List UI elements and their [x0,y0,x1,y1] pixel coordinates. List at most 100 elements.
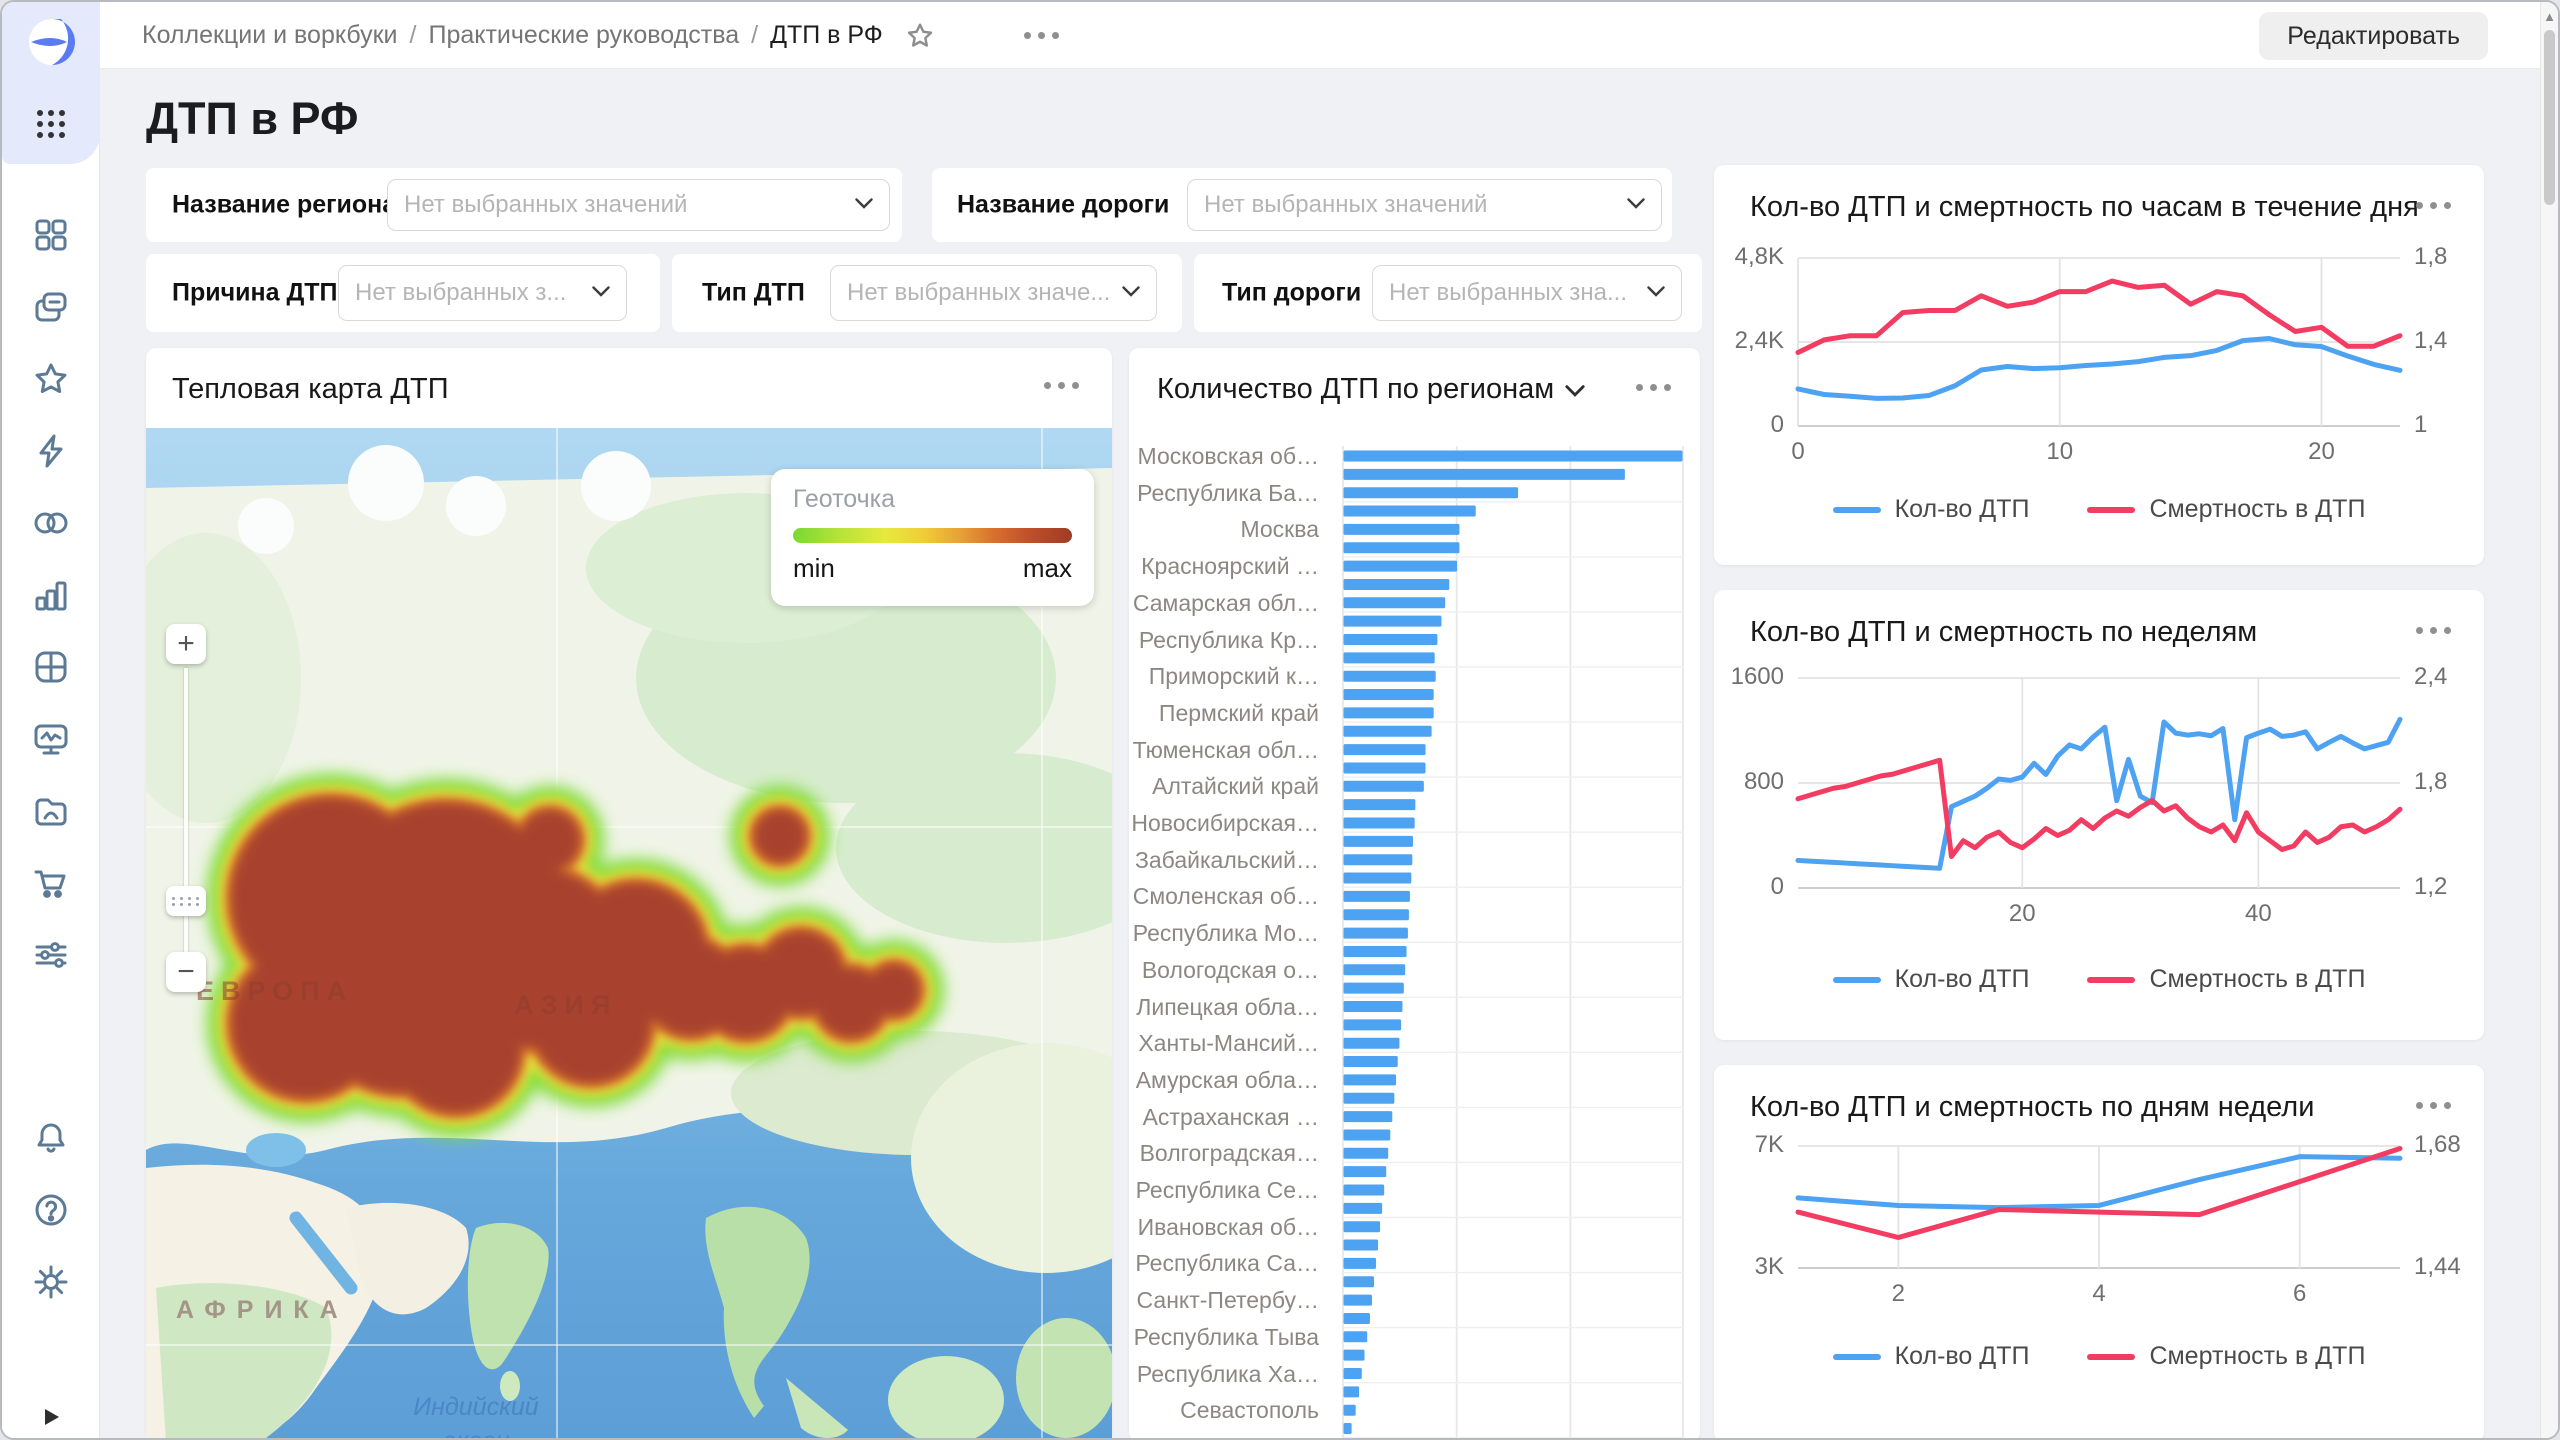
favorite-star-icon[interactable] [905,21,935,51]
bar[interactable] [1343,468,1625,480]
bar[interactable] [1343,1129,1391,1141]
bar[interactable] [1343,817,1415,829]
bar[interactable] [1343,835,1413,847]
map-zoom-slider[interactable] [184,668,188,980]
charts-icon[interactable] [31,575,71,615]
bar[interactable] [1343,487,1519,499]
bar[interactable] [1343,909,1409,921]
bar[interactable] [1343,578,1450,590]
bar[interactable] [1343,1166,1387,1178]
bar[interactable] [1343,1404,1356,1416]
regions-bar-plot[interactable] [1342,446,1684,1438]
bar[interactable] [1343,1202,1383,1214]
bar[interactable] [1343,689,1434,701]
vertical-scrollbar[interactable]: ▲ [2540,2,2558,1438]
table-icon[interactable] [31,647,71,687]
edit-button[interactable]: Редактировать [2259,12,2488,60]
collections-icon[interactable] [31,287,71,327]
filter-road-type-combobox[interactable]: Нет выбранных зна... [1372,265,1682,321]
breadcrumb-collections[interactable]: Коллекции и воркбуки [142,21,398,49]
marketplace-cart-icon[interactable] [31,863,71,903]
bar[interactable] [1343,652,1435,664]
bar[interactable] [1343,707,1434,719]
bell-icon[interactable] [31,1118,71,1158]
bar[interactable] [1343,1349,1365,1361]
bar[interactable] [1343,945,1407,957]
bar[interactable] [1343,1386,1360,1398]
bar[interactable] [1343,615,1442,627]
star-icon[interactable] [31,359,71,399]
map-zoom-in-button[interactable]: + [166,624,206,664]
bar[interactable] [1343,964,1406,976]
bar[interactable] [1343,1239,1379,1251]
hours-chart-plot[interactable]: 4,8K 2,4K 0 1,8 1,4 1 0 10 20 [1735,243,2448,465]
filter-road-combobox[interactable]: Нет выбранных значений [1187,179,1662,231]
apps-grid-icon[interactable] [33,106,69,142]
bar[interactable] [1343,762,1426,774]
bar[interactable] [1343,1092,1395,1104]
bar[interactable] [1343,927,1408,939]
breadcrumb-more-menu-icon[interactable] [1020,32,1062,39]
bar[interactable] [1343,1331,1368,1343]
regions-more-menu-icon[interactable] [1632,384,1674,391]
expand-play-icon[interactable] [44,1408,60,1426]
weekday-chart-plot[interactable]: 7K 3K 1,68 1,44 2 4 6 [1755,1131,2461,1307]
bar[interactable] [1343,1019,1402,1031]
weekday-more-menu-icon[interactable] [2412,1102,2454,1109]
scrollbar-up-arrow[interactable]: ▲ [2543,9,2556,24]
settings-sliders-icon[interactable] [31,935,71,975]
lightning-icon[interactable] [31,431,71,471]
filter-accident-type-combobox[interactable]: Нет выбранных значе... [830,265,1157,321]
bar[interactable] [1343,542,1460,554]
widgets-icon[interactable] [31,215,71,255]
bar[interactable] [1343,597,1446,609]
bar[interactable] [1343,780,1424,792]
bar[interactable] [1343,450,1683,462]
bar[interactable] [1343,872,1412,884]
weeks-more-menu-icon[interactable] [2412,627,2454,634]
bar[interactable] [1343,1111,1393,1123]
bar[interactable] [1343,982,1404,994]
breadcrumb-guides[interactable]: Практические руководства [428,21,740,49]
filter-region-combobox[interactable]: Нет выбранных значений [387,179,890,231]
dashboard-monitor-icon[interactable] [31,719,71,759]
connections-icon[interactable] [31,503,71,543]
map-canvas[interactable]: ЕВРОПА АЗИЯ АФРИКА Индийский океан + − Г… [146,428,1112,1438]
bar[interactable] [1343,1221,1381,1233]
bar[interactable] [1343,1423,1352,1435]
bar[interactable] [1343,890,1410,902]
help-icon[interactable] [31,1190,71,1230]
bar[interactable] [1343,854,1413,866]
bar[interactable] [1343,1368,1362,1379]
bar[interactable] [1343,744,1426,756]
bar[interactable] [1343,1056,1398,1068]
legend-item[interactable]: Смертность в ДТП [2087,1342,2365,1371]
bar[interactable] [1343,725,1432,737]
legend-item[interactable]: Кол-во ДТП [1832,1342,2029,1371]
bar[interactable] [1343,670,1436,682]
map-zoom-handle[interactable] [166,886,206,916]
bar[interactable] [1343,1257,1377,1269]
legend-item[interactable]: Кол-во ДТП [1832,965,2029,994]
filter-cause-combobox[interactable]: Нет выбранных з... [338,265,627,321]
bar[interactable] [1343,1001,1403,1012]
legend-item[interactable]: Кол-во ДТП [1832,495,2029,524]
hours-more-menu-icon[interactable] [2412,202,2454,209]
chevron-down-icon[interactable] [1565,384,1585,402]
bar[interactable] [1343,1074,1397,1086]
bar[interactable] [1343,1294,1372,1306]
bar[interactable] [1343,505,1476,517]
bar[interactable] [1343,634,1438,645]
legend-item[interactable]: Смертность в ДТП [2087,495,2365,524]
bar[interactable] [1343,1276,1375,1288]
legend-item[interactable]: Смертность в ДТП [2087,965,2365,994]
scrollbar-thumb[interactable] [2544,30,2555,205]
map-zoom-out-button[interactable]: − [166,952,206,992]
bar[interactable] [1343,799,1416,811]
weeks-chart-plot[interactable]: 1600 800 0 2,4 1,8 1,2 20 40 [1731,663,2448,927]
bar[interactable] [1343,1037,1400,1049]
bar[interactable] [1343,1147,1389,1159]
bar[interactable] [1343,560,1458,572]
bar[interactable] [1343,523,1460,535]
gear-icon[interactable] [31,1262,71,1302]
